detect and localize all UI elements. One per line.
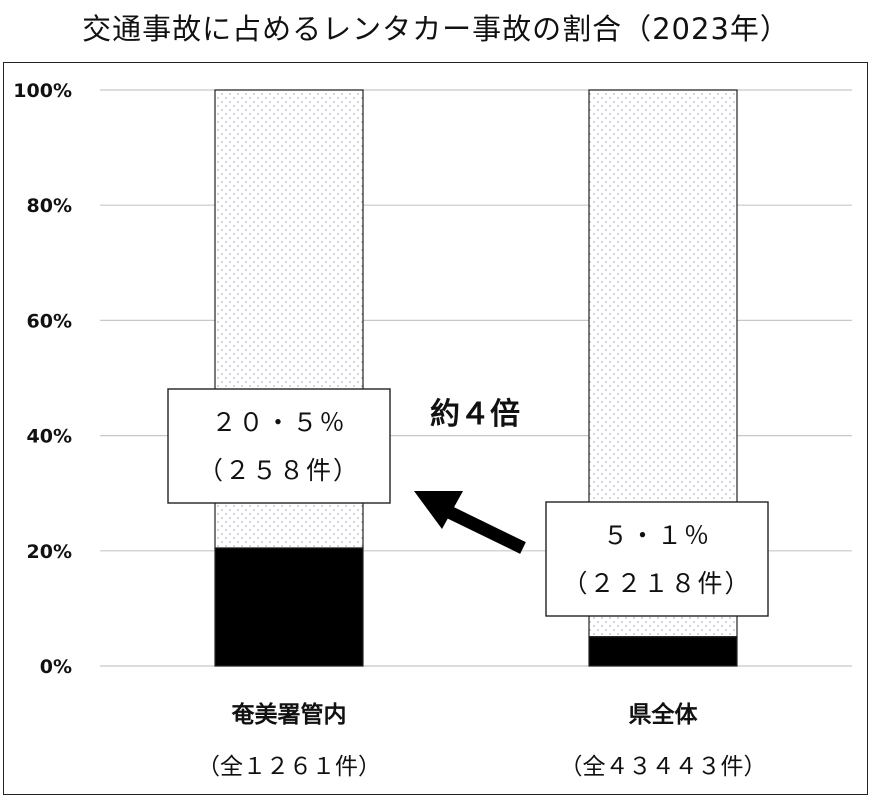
callout-percent: ２０・５％ (211, 408, 346, 437)
category-total-label: （全４３４４３件） (560, 754, 767, 780)
arrow-icon (414, 491, 526, 554)
callout-percent: ５・１％ (603, 521, 711, 550)
bar-segment (214, 547, 364, 667)
callout-box (167, 388, 391, 504)
callouts: ２０・５％ （２５８件） ５・１％ （２２１８件） (167, 388, 769, 617)
y-tick-label: 0% (40, 656, 72, 678)
y-axis-ticks: 0% 20% 40% 60% 80% 100% (13, 80, 72, 678)
category-label: 奄美署管内 (231, 701, 347, 728)
y-tick-label: 40% (27, 426, 72, 448)
category-total-label: （全１２６１件） (197, 754, 381, 780)
chart-title: 交通事故に占めるレンタカー事故の割合（2023年） (82, 12, 790, 46)
callout-box (545, 501, 769, 617)
y-tick-label: 80% (27, 195, 72, 217)
category-label: 県全体 (629, 701, 699, 728)
y-tick-label: 100% (13, 80, 72, 102)
y-tick-label: 60% (27, 310, 72, 332)
ratio-label: 約４倍 (430, 397, 520, 432)
x-axis-categories: 奄美署管内 （全１２６１件） 県全体 （全４３４４３件） (197, 701, 767, 780)
arrow-head (414, 491, 463, 529)
callout-count: （２２１８件） (562, 569, 751, 598)
arrow-shaft (442, 504, 526, 554)
callout-count: （２５８件） (198, 456, 360, 485)
y-tick-label: 20% (27, 541, 72, 563)
chart-frame (3, 62, 868, 795)
bar-segment (588, 636, 738, 667)
